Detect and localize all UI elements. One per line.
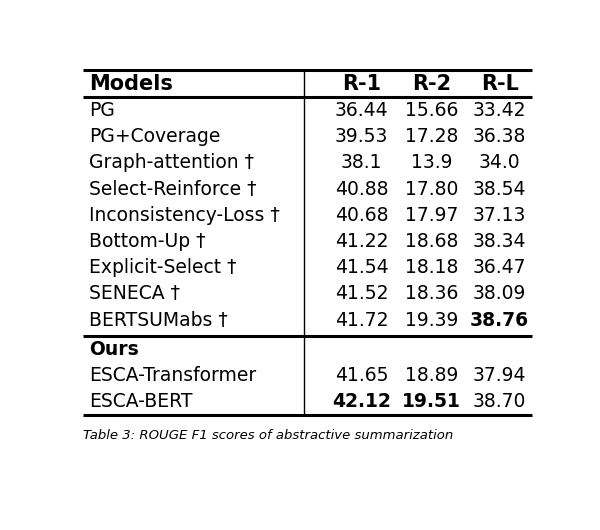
Text: 15.66: 15.66 [405, 101, 458, 120]
Text: 38.34: 38.34 [473, 232, 526, 251]
Text: 18.36: 18.36 [405, 284, 458, 303]
Text: 18.18: 18.18 [405, 258, 458, 277]
Text: 41.52: 41.52 [335, 284, 389, 303]
Text: 38.76: 38.76 [470, 311, 529, 330]
Text: 17.28: 17.28 [405, 127, 458, 146]
Text: 41.72: 41.72 [335, 311, 389, 330]
Text: Bottom-Up †: Bottom-Up † [89, 232, 205, 251]
Text: 18.89: 18.89 [405, 366, 458, 385]
Text: 41.22: 41.22 [335, 232, 389, 251]
Text: PG: PG [89, 101, 115, 120]
Text: 19.51: 19.51 [402, 392, 461, 411]
Text: 17.80: 17.80 [405, 180, 458, 199]
Text: ESCA-Transformer: ESCA-Transformer [89, 366, 256, 385]
Text: 37.13: 37.13 [473, 206, 526, 225]
Text: 36.47: 36.47 [473, 258, 526, 277]
Text: 17.97: 17.97 [405, 206, 458, 225]
Text: BERTSUMabs †: BERTSUMabs † [89, 311, 228, 330]
Text: 40.88: 40.88 [335, 180, 389, 199]
Text: 36.44: 36.44 [335, 101, 389, 120]
Text: 40.68: 40.68 [335, 206, 389, 225]
Text: Graph-attention †: Graph-attention † [89, 153, 254, 172]
Text: Table 3: ROUGE F1 scores of abstractive summarization: Table 3: ROUGE F1 scores of abstractive … [83, 429, 453, 441]
Text: 38.09: 38.09 [473, 284, 526, 303]
Text: 33.42: 33.42 [473, 101, 526, 120]
Text: 18.68: 18.68 [405, 232, 458, 251]
Text: 37.94: 37.94 [473, 366, 526, 385]
Text: 36.38: 36.38 [473, 127, 526, 146]
Text: 38.70: 38.70 [473, 392, 526, 411]
Text: 34.0: 34.0 [479, 153, 521, 172]
Text: 38.1: 38.1 [341, 153, 383, 172]
Text: Ours: Ours [89, 340, 139, 359]
Text: 19.39: 19.39 [405, 311, 458, 330]
Text: 38.54: 38.54 [473, 180, 526, 199]
Text: R-1: R-1 [342, 74, 382, 94]
Text: SENECA †: SENECA † [89, 284, 180, 303]
Text: 42.12: 42.12 [332, 392, 391, 411]
Text: 41.65: 41.65 [335, 366, 389, 385]
Text: PG+Coverage: PG+Coverage [89, 127, 220, 146]
Text: R-L: R-L [481, 74, 518, 94]
Text: Select-Reinforce †: Select-Reinforce † [89, 180, 256, 199]
Text: Inconsistency-Loss †: Inconsistency-Loss † [89, 206, 280, 225]
Text: 41.54: 41.54 [335, 258, 389, 277]
Text: 39.53: 39.53 [335, 127, 388, 146]
Text: Explicit-Select †: Explicit-Select † [89, 258, 236, 277]
Text: ESCA-BERT: ESCA-BERT [89, 392, 193, 411]
Text: R-2: R-2 [412, 74, 451, 94]
Text: 13.9: 13.9 [411, 153, 452, 172]
Text: Models: Models [89, 74, 173, 94]
